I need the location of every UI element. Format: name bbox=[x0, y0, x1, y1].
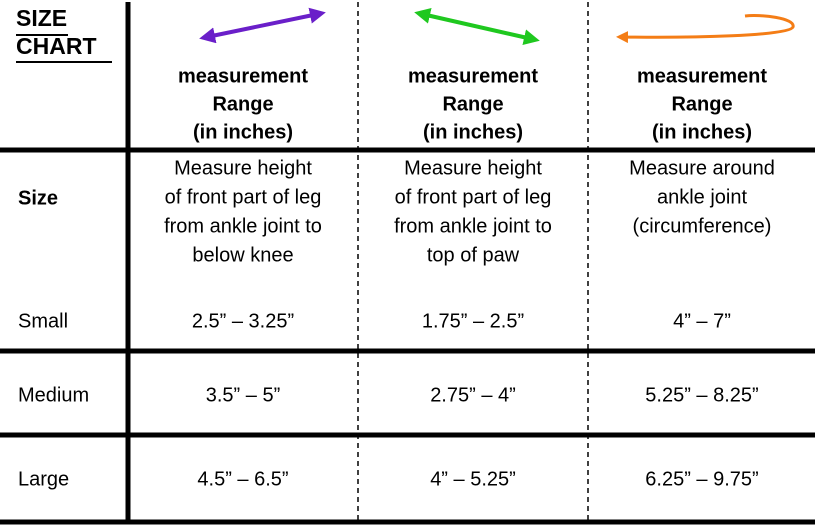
title: SIZE bbox=[16, 5, 67, 31]
column-description: of front part of leg bbox=[395, 186, 552, 208]
column-heading: (in inches) bbox=[193, 121, 293, 143]
column-heading: (in inches) bbox=[652, 121, 752, 143]
size-range: 5.25” – 8.25” bbox=[645, 384, 758, 406]
column-heading: Range bbox=[671, 93, 732, 115]
column-description: (circumference) bbox=[633, 215, 772, 237]
size-name: Large bbox=[18, 468, 69, 490]
size-range: 2.75” – 4” bbox=[430, 384, 516, 406]
column-description: Measure around bbox=[629, 157, 775, 179]
size-range: 1.75” – 2.5” bbox=[422, 310, 524, 332]
title: CHART bbox=[16, 33, 97, 59]
column-description: Measure height bbox=[174, 157, 312, 179]
size-range: 3.5” – 5” bbox=[206, 384, 280, 406]
arrow-icon bbox=[616, 14, 795, 44]
size-range: 4” – 7” bbox=[673, 310, 731, 332]
column-description: top of paw bbox=[427, 244, 520, 266]
size-name: Small bbox=[18, 310, 68, 332]
column-heading: measurement bbox=[178, 65, 308, 87]
column-heading: Range bbox=[442, 93, 503, 115]
column-heading: (in inches) bbox=[423, 121, 523, 143]
column-heading: Range bbox=[212, 93, 273, 115]
column-heading: measurement bbox=[408, 65, 538, 87]
size-range: 4” – 5.25” bbox=[430, 468, 516, 490]
arrow-icon bbox=[414, 7, 540, 46]
column-heading: measurement bbox=[637, 65, 767, 87]
column-description: below knee bbox=[192, 244, 293, 266]
column-description: from ankle joint to bbox=[164, 215, 322, 237]
size-range: 2.5” – 3.25” bbox=[192, 310, 294, 332]
arrow-icon bbox=[199, 7, 326, 44]
size-name: Medium bbox=[18, 384, 89, 406]
column-description: Measure height bbox=[404, 157, 542, 179]
size-range: 6.25” – 9.75” bbox=[645, 468, 758, 490]
size-range: 4.5” – 6.5” bbox=[197, 468, 288, 490]
size-label: Size bbox=[18, 187, 58, 209]
column-description: of front part of leg bbox=[165, 186, 322, 208]
column-description: from ankle joint to bbox=[394, 215, 552, 237]
column-description: ankle joint bbox=[657, 186, 748, 208]
